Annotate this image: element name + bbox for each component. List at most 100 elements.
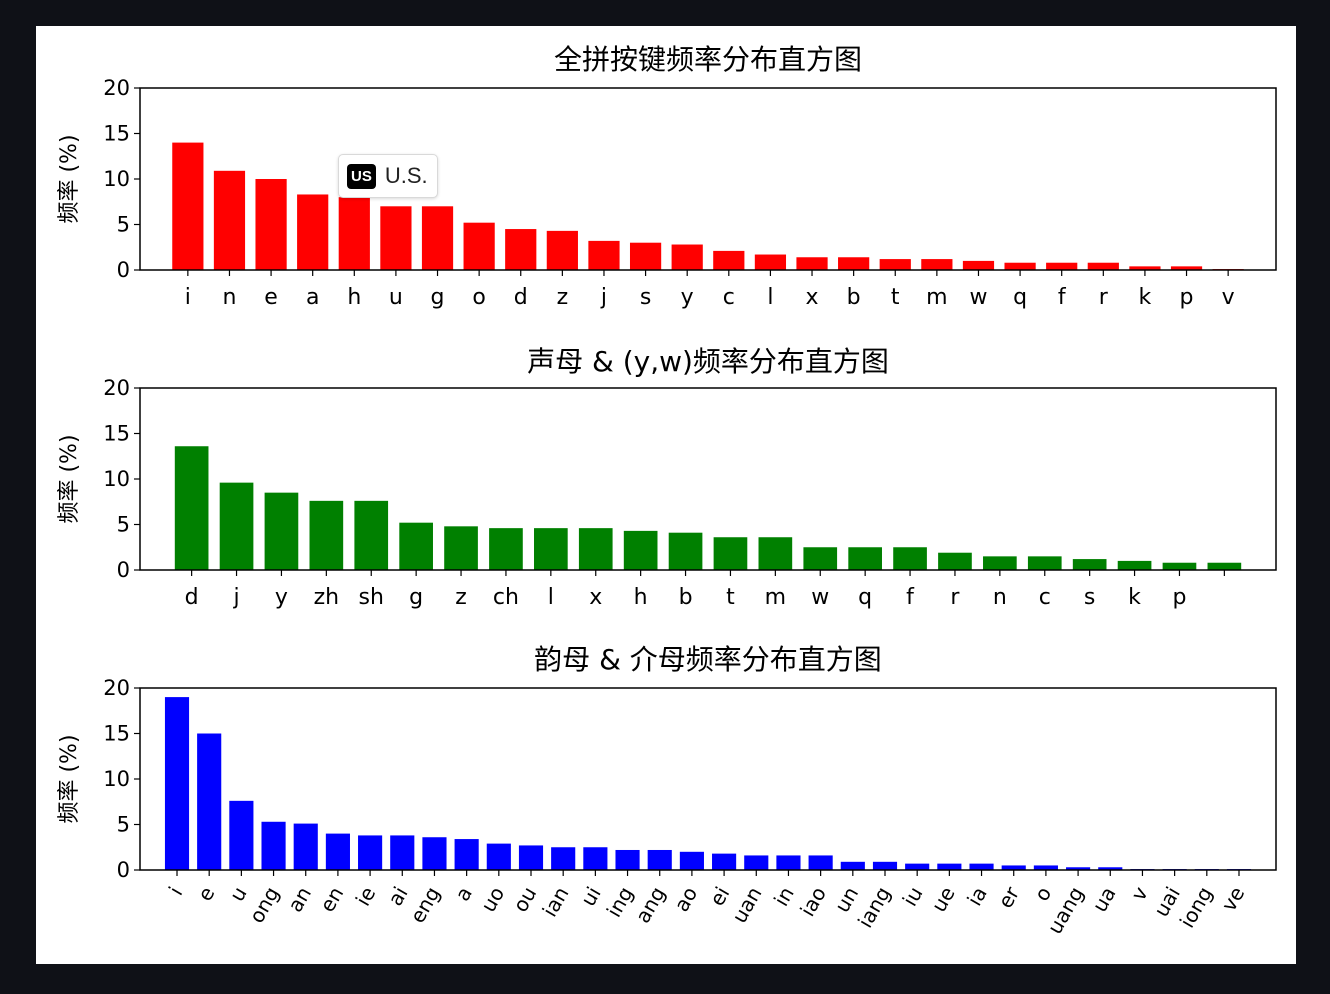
bar [1004, 262, 1036, 270]
x-tick-label: d [185, 585, 199, 610]
bar [390, 835, 415, 870]
x-tick-label: u [225, 883, 252, 906]
x-tick-label: sh [359, 585, 384, 610]
bar [213, 170, 246, 270]
bar [354, 500, 389, 570]
x-tick-label: k [1128, 585, 1141, 610]
bar [454, 839, 479, 870]
x-tick-label: iang [853, 883, 895, 932]
x-tick-label: s [640, 285, 651, 310]
bar [808, 855, 833, 870]
x-tick-label: t [726, 585, 735, 610]
bar [380, 206, 412, 270]
y-axis-label: 频率 (%) [57, 434, 82, 523]
bar [754, 254, 787, 270]
bar [1072, 559, 1107, 570]
bar [1027, 556, 1062, 570]
x-tick-label: ue [926, 883, 959, 917]
bar [197, 733, 222, 870]
x-tick-label: e [264, 285, 278, 310]
bar [679, 851, 704, 870]
bar [1098, 867, 1123, 870]
bar [1129, 266, 1161, 270]
x-tick-label: iong [1175, 883, 1217, 932]
bar [486, 843, 511, 870]
bar [297, 194, 329, 270]
bar [505, 229, 537, 270]
x-tick-label: ong [244, 883, 284, 928]
bar [1087, 262, 1119, 270]
x-tick-label: q [858, 585, 872, 610]
x-tick-label: c [723, 285, 735, 310]
x-tick-label: ia [962, 883, 992, 910]
bar [551, 847, 576, 870]
x-tick-label: ai [383, 883, 413, 910]
bar [938, 552, 972, 570]
x-tick-label: an [283, 883, 316, 917]
x-tick-label: z [455, 585, 467, 610]
x-tick-label: h [634, 585, 648, 610]
x-tick-label: f [906, 585, 915, 610]
bar [399, 522, 433, 570]
bar [261, 821, 286, 870]
bar [1033, 865, 1058, 870]
bar [1117, 560, 1152, 570]
bar [588, 240, 620, 270]
x-tick-label: x [589, 585, 602, 610]
x-tick-label: s [1084, 585, 1095, 610]
bar [444, 526, 478, 570]
bar [358, 835, 383, 870]
chart-title: 全拼按键频率分布直方图 [554, 43, 862, 76]
bar [518, 845, 544, 870]
x-tick-label: w [811, 585, 829, 610]
x-tick-label: ei [705, 883, 735, 910]
x-tick-label: h [347, 285, 361, 310]
x-tick-label: r [950, 585, 960, 610]
bar [219, 482, 254, 570]
bar [629, 242, 662, 270]
y-tick-label: 0 [117, 558, 130, 582]
bar [264, 492, 299, 570]
bar [671, 244, 703, 270]
bar [615, 849, 640, 870]
us-region-badge[interactable]: US U.S. [338, 154, 438, 198]
bar [840, 861, 865, 870]
bar [962, 260, 995, 270]
x-tick-label: ao [669, 883, 702, 916]
x-tick-label: ian [537, 883, 573, 921]
x-tick-label: g [431, 285, 445, 310]
x-tick-label: w [969, 285, 987, 310]
bar [421, 206, 454, 270]
x-tick-label: q [1013, 285, 1027, 310]
y-tick-label: 5 [117, 213, 130, 237]
bar [803, 547, 838, 570]
bar [838, 257, 870, 270]
bar [758, 537, 793, 570]
y-tick-label: 10 [103, 167, 130, 191]
bar [713, 250, 745, 270]
bar [776, 855, 801, 870]
x-tick-label: y [275, 585, 288, 610]
x-tick-label: x [806, 285, 819, 310]
bar [1046, 262, 1078, 270]
x-tick-label: eng [405, 883, 445, 928]
bar [489, 528, 523, 570]
x-tick-label: ie [351, 883, 381, 910]
x-tick-label: d [514, 285, 528, 310]
x-tick-label: er [993, 882, 1024, 912]
y-tick-label: 0 [117, 258, 130, 282]
y-tick-label: 15 [103, 422, 130, 446]
x-tick-label: b [679, 585, 693, 610]
y-tick-label: 10 [103, 767, 130, 791]
x-tick-label: ve [1216, 883, 1249, 916]
x-tick-label: m [765, 585, 786, 610]
bar [534, 528, 568, 570]
chart-title: 声母 & (y,w)频率分布直方图 [527, 345, 889, 378]
x-tick-label: ang [630, 883, 670, 928]
x-tick-label: u [389, 285, 403, 310]
bar [1207, 562, 1242, 570]
x-tick-label: r [1099, 285, 1109, 310]
figure: 全拼按键频率分布直方图 频率 (%) 0 5 10 15 20 i n e a h u g o d z j s y c l… [36, 26, 1296, 964]
